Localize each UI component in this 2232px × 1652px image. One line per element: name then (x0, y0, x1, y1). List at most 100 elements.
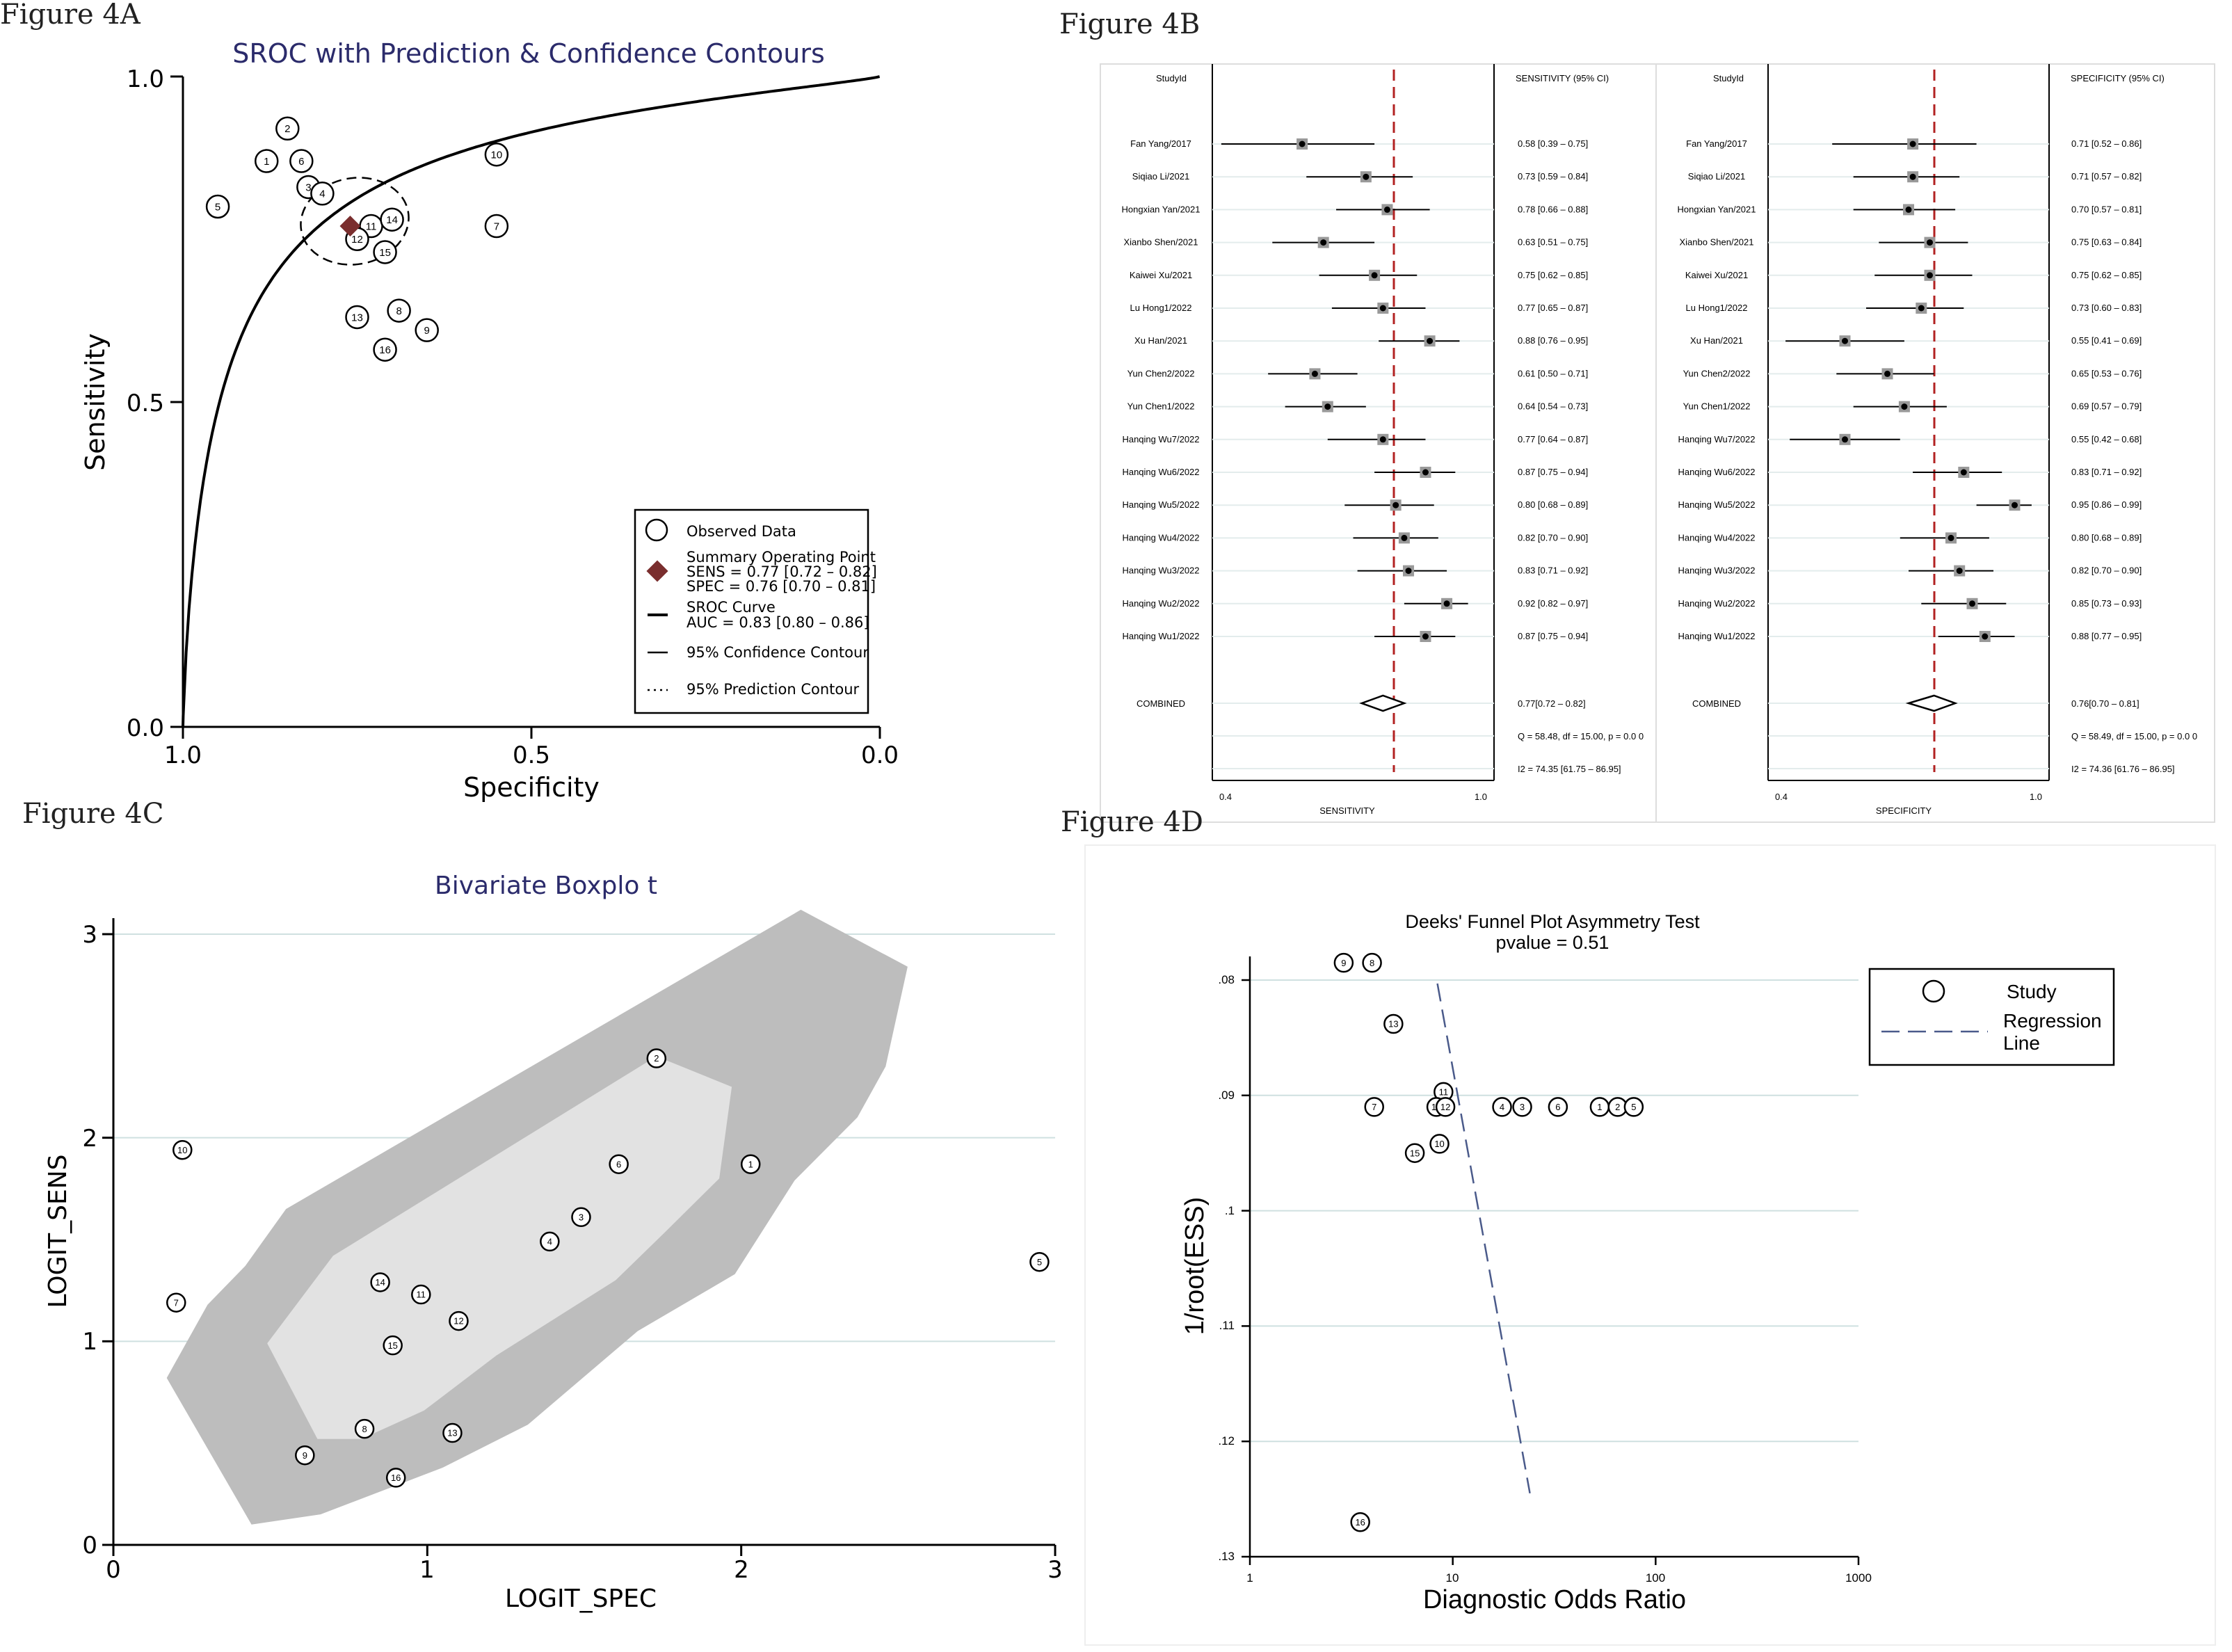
legend-summary-spec: SPEC = 0.76 [0.70 – 0.81] (687, 578, 876, 595)
sens-point (1427, 337, 1434, 344)
study-point-4c-6-circle (609, 1154, 629, 1174)
study-point-4d-10: 10 (1429, 1134, 1450, 1154)
sens-study-name: Yun Chen2/2022 (1127, 368, 1195, 378)
ytick-4a-bottom: 0.0 (127, 714, 164, 742)
sens-study-name: Hanqing Wu2/2022 (1122, 598, 1199, 609)
spec-study-name: Yun Chen2/2022 (1683, 368, 1751, 378)
sens-point (1299, 141, 1306, 147)
study-point-4d-7-label: 7 (1372, 1102, 1376, 1112)
forest-row-4: Xianbo Shen/2021 Xianbo Shen/2021 0.63 [0.… (1124, 236, 2142, 248)
spec-study-name: Kaiwei Xu/2021 (1685, 270, 1748, 280)
sens-ci-text: 0.80 [0.68 – 0.89] (1518, 499, 1588, 510)
spec-xtick-low: 0.4 (1775, 792, 1788, 802)
spec-point (1884, 370, 1890, 377)
sens-ci-text: 0.63 [0.51 – 0.75] (1518, 237, 1588, 248)
sens-ci-text: 0.61 [0.50 – 0.71] (1518, 368, 1588, 378)
study-point-4d-10-label: 10 (1434, 1139, 1444, 1149)
study-point-4c-15-label: 15 (387, 1340, 397, 1351)
ytick-4d-08: .08 (1218, 973, 1235, 986)
sens-xtick-high: 1.0 (1475, 792, 1487, 802)
study-point-4d-9-circle (1333, 952, 1354, 973)
spec-study-name: Hanqing Wu4/2022 (1678, 532, 1755, 543)
spec-study-name: Lu Hong1/2022 (1686, 303, 1748, 313)
sens-study-name: Hanqing Wu1/2022 (1122, 631, 1199, 641)
study-point-4a-1-label: 1 (264, 156, 269, 168)
spec-ci-text: 0.71 [0.57 – 0.82] (2071, 171, 2142, 182)
spec-ci-text: 0.88 [0.77 – 0.95] (2071, 631, 2142, 641)
forest-row-13: Hanqing Wu4/2022 Hanqing Wu4/2022 0.82 [0.… (1122, 532, 2142, 544)
study-point-4d-16-label: 16 (1355, 1517, 1365, 1527)
xtick-4a-right: 0.0 (861, 741, 899, 769)
study-point-4d-6-label: 6 (1555, 1102, 1560, 1112)
study-point-4d-3-circle (1512, 1097, 1532, 1117)
study-point-4d-8-circle (1362, 952, 1382, 973)
study-point-4c-6: 6 (609, 1154, 629, 1174)
spec-point (1956, 568, 1963, 575)
sens-heterogeneity-q: Q = 58.48, df = 15.00, p = 0.0 0 (1518, 731, 1644, 741)
spec-ci-text: 0.69 [0.57 – 0.79] (2071, 401, 2142, 412)
sens-point (1392, 502, 1399, 508)
study-point-4a-10-label: 10 (491, 150, 503, 161)
forest-row-14: Hanqing Wu3/2022 Hanqing Wu3/2022 0.83 [0.… (1122, 565, 2142, 577)
study-point-4c-12-label: 12 (453, 1316, 463, 1326)
study-point-4d-6: 6 (1548, 1097, 1568, 1117)
study-point-4d-3: 3 (1512, 1097, 1532, 1117)
spec-ci-text: 0.55 [0.41 – 0.69] (2071, 335, 2142, 346)
sroc-curve (182, 75, 881, 728)
forest-row-2: Siqiao Li/2021 Siqiao Li/2021 0.73 [0.59 –… (1132, 171, 2142, 183)
spec-point (1905, 206, 1912, 213)
xtick-4d-1: 1 (1246, 1571, 1253, 1585)
chart-title-4c: Bivariate Boxplo t (435, 872, 657, 900)
spec-header: SPECIFICITY (95% CI) (2071, 73, 2165, 83)
study-point-4c-9-circle (295, 1445, 315, 1466)
study-point-4c-14: 14 (370, 1272, 390, 1292)
spec-combined-text: 0.76[0.70 – 0.81] (2071, 698, 2139, 709)
study-point-4a-10-circle (484, 142, 509, 167)
spec-heterogeneity-q: Q = 58.49, df = 15.00, p = 0.0 0 (2071, 731, 2197, 741)
study-point-4a-5-circle (205, 194, 230, 219)
xtick-4d-10: 10 (1446, 1571, 1459, 1585)
sens-point (1371, 272, 1378, 279)
spec-study-name: Xianbo Shen/2021 (1680, 237, 1754, 248)
study-point-4d-13-circle (1383, 1013, 1404, 1034)
study-point-4c-10-label: 10 (177, 1145, 187, 1155)
sens-point (1363, 173, 1370, 180)
spec-ci-text: 0.70 [0.57 – 0.81] (2071, 204, 2142, 214)
study-point-4c-3: 3 (571, 1207, 591, 1228)
legend-sroc-title: SROC Curve (687, 599, 776, 616)
sens-ci-text: 0.83 [0.71 – 0.92] (1518, 566, 1588, 576)
study-point-4c-7-label: 7 (174, 1297, 179, 1308)
study-point-4a-7-circle (484, 214, 509, 239)
study-point-4a-16: 16 (373, 337, 397, 362)
study-point-4c-11-label: 11 (417, 1290, 426, 1300)
study-point-4a-11-label: 11 (366, 220, 377, 232)
ytick-4d-13: .13 (1218, 1550, 1235, 1563)
chart-title-4a: SROC with Prediction & Confidence Contou… (232, 38, 825, 69)
xtick-4c-3: 3 (1047, 1556, 1063, 1584)
sens-study-name: Hanqing Wu5/2022 (1122, 499, 1199, 510)
study-point-4c-1-circle (740, 1154, 761, 1174)
study-point-4a-13-label: 13 (351, 312, 363, 323)
spec-point (1948, 534, 1954, 541)
panel-label-4c: Figure 4C (22, 798, 163, 830)
spec-study-name: Hanqing Wu2/2022 (1678, 598, 1755, 609)
sens-ci-text: 0.77 [0.64 – 0.87] (1518, 434, 1588, 444)
spec-ci-text: 0.75 [0.63 – 0.84] (2071, 237, 2142, 248)
spec-study-name: Yun Chen1/2022 (1683, 401, 1751, 412)
ytick-4c-1: 1 (82, 1328, 97, 1356)
study-point-4c-11-circle (411, 1284, 431, 1305)
forest-row-11: Hanqing Wu6/2022 Hanqing Wu6/2022 0.87 [0.… (1122, 467, 2142, 478)
study-point-4c-2: 2 (646, 1048, 667, 1068)
study-point-4a-13-circle (345, 305, 369, 330)
study-point-4d-16: 16 (1350, 1512, 1370, 1532)
study-point-4d-15-circle (1404, 1143, 1425, 1163)
study-point-4a-5-label: 5 (215, 201, 220, 213)
sens-ci-text: 0.92 [0.82 – 0.97] (1518, 598, 1588, 609)
panel-label-4b: Figure 4B (1059, 8, 1200, 40)
study-point-4a-10: 10 (484, 142, 509, 167)
spec-study-name: Fan Yang/2017 (1686, 138, 1747, 149)
spec-point (1909, 173, 1916, 180)
study-point-4d-7-circle (1364, 1097, 1384, 1117)
figure-4d: Figure 4D Deeks' Funnel Plot Asymmetry T… (1061, 806, 2216, 1646)
sens-point (1320, 239, 1327, 246)
